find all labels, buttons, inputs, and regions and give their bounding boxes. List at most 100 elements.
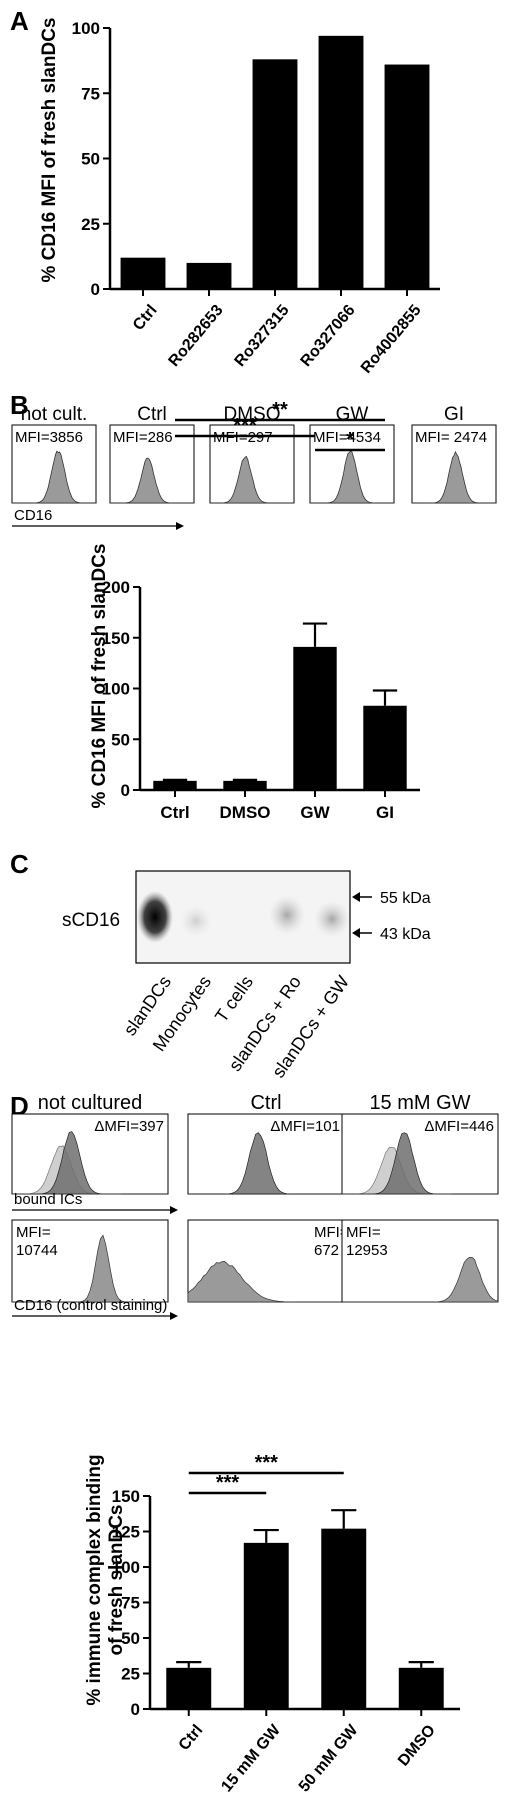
y-tick-label: 25 (81, 215, 100, 234)
x-tick-label: Ctrl (160, 803, 189, 822)
histogram-title: 15 mM GW (369, 1092, 470, 1114)
histogram-curve (187, 1260, 344, 1303)
bar (321, 1528, 367, 1709)
bar (363, 705, 407, 790)
histogram-title: Ctrl (250, 1092, 281, 1114)
x-tick-label: Ro282653 (166, 302, 227, 370)
arrow-right-icon (170, 1206, 178, 1214)
panel-d: D not cultured ΔMFI=397 MFI= 10744 Ctrl ΔMFI=… (0, 1080, 512, 1800)
histogram-curve (12, 450, 96, 504)
histogram-title: not cultured (38, 1092, 143, 1114)
panel-b-figure: B not cult. MFI=3856 Ctrl MFI=286 DMSO MFI=29… (10, 390, 497, 822)
bar (223, 780, 267, 790)
panel-a-label: A (10, 6, 29, 36)
bar (186, 262, 232, 289)
histogram-curve (188, 1132, 344, 1195)
histogram-delta-mfi: ΔMFI=446 (424, 1118, 494, 1135)
histogram-mfi-value: 672 (314, 1242, 339, 1259)
blot-row-label: sCD16 (62, 910, 120, 931)
panel-c: C sCD16 55 kDa 43 kDa slanDCs Monocytes … (0, 835, 512, 1080)
cd16-control-label: CD16 (control staining) (14, 1297, 167, 1314)
marker-43: 43 kDa (380, 926, 431, 943)
x-tick-label: Ro327066 (298, 302, 359, 370)
panel-b-ylabel: % CD16 MFI of fresh slanDCs (89, 544, 110, 809)
x-tick-label: Ro327315 (232, 302, 293, 370)
bar (398, 1667, 444, 1709)
marker-55: 55 kDa (380, 890, 431, 907)
histogram-title: not cult. (21, 404, 88, 425)
y-tick-label: 125 (112, 1523, 140, 1542)
blot-band (314, 901, 350, 937)
histogram-mfi-value: 10744 (16, 1242, 58, 1259)
histogram-mfi-value: 12953 (346, 1242, 388, 1259)
panel-d-ylabel: % immune complex binding of fresh slanDC… (84, 1454, 127, 1705)
histogram-delta-mfi: ΔMFI=397 (94, 1118, 164, 1135)
histogram-mfi: MFI= 2474 (415, 429, 487, 446)
panel-c-label: C (10, 849, 29, 879)
histogram-mfi: MFI= (314, 1224, 349, 1241)
bar (120, 257, 166, 289)
y-tick-label: 0 (91, 280, 100, 299)
x-tick-label: GI (376, 803, 394, 822)
y-tick-label: 200 (102, 578, 130, 597)
bar (252, 59, 298, 289)
histogram-title: GW (336, 404, 369, 425)
y-tick-label: 50 (111, 730, 130, 749)
y-tick-label: 150 (112, 1487, 140, 1506)
panel-a-chart: A % CD16 MFI of fresh slanDCs 0 25 50 75 100… (10, 6, 440, 377)
y-tick-label: 0 (121, 781, 130, 800)
x-tick-label: Ctrl (176, 1722, 207, 1754)
histogram-curve (310, 450, 394, 504)
panel-b: B not cult. MFI=3856 Ctrl MFI=286 DMSO MFI=29… (0, 380, 512, 835)
histogram-curve (342, 1256, 499, 1303)
significance-label: *** (233, 415, 257, 437)
y-tick-label: 50 (81, 150, 100, 169)
panel-d-figure: D not culturedΔMFI=397MFI=10744CtrlΔMFI=… (10, 1091, 499, 1795)
bar (153, 780, 197, 790)
arrow-left-icon (352, 928, 360, 938)
x-tick-label: 15 mM GW (218, 1721, 284, 1795)
y-tick-label: 0 (131, 1700, 140, 1719)
y-tick-label: 100 (72, 19, 100, 38)
y-tick-label: 75 (81, 84, 100, 103)
histogram-curve (342, 1132, 498, 1195)
significance-label: *** (216, 1472, 240, 1494)
x-tick-label: GW (300, 803, 330, 822)
significance-label: ** (272, 399, 288, 421)
x-tick-label: Ro4002855 (358, 302, 425, 377)
histogram-plot (11, 1113, 169, 1195)
bar (384, 64, 430, 289)
panel-b-axis-label: CD16 (14, 507, 52, 524)
blot-band (137, 891, 173, 943)
histogram-curve (110, 457, 194, 504)
blot-band (269, 895, 305, 935)
histogram-curve (210, 455, 294, 504)
arrow-left-icon (352, 892, 360, 902)
x-tick-label: DMSO (220, 803, 271, 822)
blot-band (180, 905, 212, 937)
arrow-right-icon (170, 1312, 178, 1320)
panel-d-ylabel-line1: % immune complex binding (84, 1454, 105, 1705)
histogram-plot (11, 1219, 169, 1303)
histogram-mfi: MFI=3856 (15, 429, 83, 446)
histogram-mfi: MFI= (346, 1224, 381, 1241)
y-tick-label: 25 (121, 1665, 140, 1684)
y-tick-label: 100 (102, 680, 130, 699)
lane-label: T cells (211, 972, 257, 1026)
histogram-mfi: MFI=297 (213, 429, 273, 446)
bar (166, 1667, 212, 1709)
histogram-delta-mfi: ΔMFI=101 (270, 1118, 340, 1135)
histogram-mfi: MFI=286 (113, 429, 173, 446)
bar (243, 1542, 289, 1709)
panel-c-figure: C sCD16 55 kDa 43 kDa slanDCs Monocytes … (10, 849, 431, 1080)
histogram-mfi: MFI= (16, 1224, 51, 1241)
histogram-curve (12, 1234, 168, 1303)
bar (318, 35, 364, 289)
histogram-curve (12, 1131, 168, 1195)
bound-ics-label: bound ICs (14, 1191, 82, 1208)
x-tick-label: DMSO (395, 1722, 439, 1770)
x-tick-label: Ctrl (130, 302, 161, 334)
histogram-title: Ctrl (137, 404, 167, 425)
panel-d-ylabel-line2: of fresh slanDCs (106, 1505, 127, 1656)
panel-a-ylabel: % CD16 MFI of fresh slanDCs (39, 18, 60, 283)
